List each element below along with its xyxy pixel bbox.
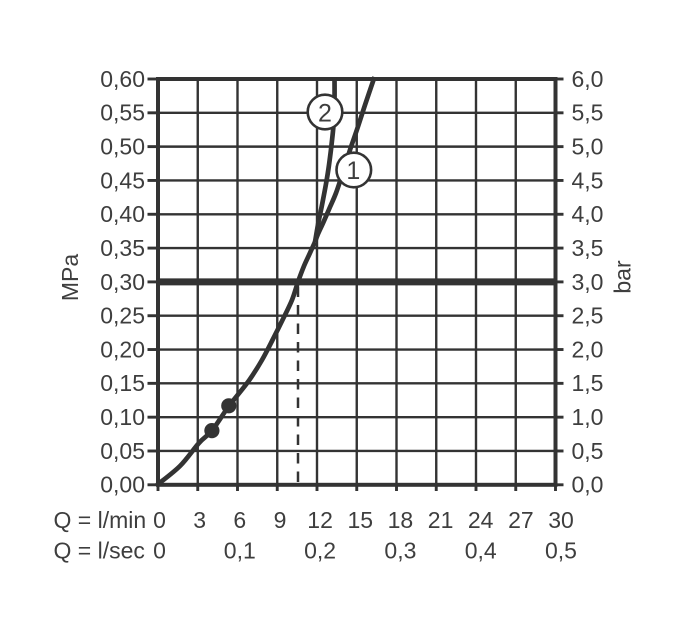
svg-text:3,0: 3,0 — [572, 269, 604, 295]
svg-text:0,05: 0,05 — [100, 438, 145, 464]
svg-text:1,5: 1,5 — [572, 370, 604, 396]
svg-text:0,00: 0,00 — [100, 472, 145, 498]
svg-text:0,2: 0,2 — [304, 538, 336, 564]
svg-text:5,0: 5,0 — [572, 134, 604, 160]
svg-text:21: 21 — [428, 507, 454, 533]
svg-text:0,0: 0,0 — [572, 472, 604, 498]
svg-text:3,5: 3,5 — [572, 235, 604, 261]
svg-text:27: 27 — [508, 507, 534, 533]
svg-text:0,5: 0,5 — [572, 438, 604, 464]
svg-text:24: 24 — [468, 507, 494, 533]
svg-text:MPa: MPa — [57, 254, 83, 302]
svg-text:18: 18 — [388, 507, 414, 533]
svg-text:15: 15 — [348, 507, 374, 533]
svg-text:0,50: 0,50 — [100, 134, 145, 160]
svg-text:0,3: 0,3 — [384, 538, 416, 564]
svg-text:5,5: 5,5 — [572, 100, 604, 126]
svg-text:2: 2 — [318, 99, 332, 127]
svg-text:0,25: 0,25 — [100, 303, 145, 329]
svg-text:0,30: 0,30 — [100, 269, 145, 295]
svg-text:0,45: 0,45 — [100, 167, 145, 193]
svg-text:0,55: 0,55 — [100, 100, 145, 126]
svg-text:0,4: 0,4 — [465, 538, 497, 564]
svg-text:30: 30 — [548, 507, 574, 533]
svg-text:1,0: 1,0 — [572, 404, 604, 430]
svg-text:0,40: 0,40 — [100, 201, 145, 227]
svg-text:0,1: 0,1 — [224, 538, 256, 564]
svg-text:0,20: 0,20 — [100, 336, 145, 362]
svg-text:2,0: 2,0 — [572, 336, 604, 362]
svg-text:2,5: 2,5 — [572, 303, 604, 329]
svg-text:bar: bar — [610, 260, 636, 294]
svg-text:4,0: 4,0 — [572, 201, 604, 227]
svg-text:0,60: 0,60 — [100, 66, 145, 92]
svg-text:6: 6 — [233, 507, 246, 533]
svg-text:9: 9 — [274, 507, 287, 533]
svg-text:3: 3 — [193, 507, 206, 533]
svg-text:0,10: 0,10 — [100, 404, 145, 430]
svg-text:0: 0 — [153, 507, 166, 533]
svg-text:0: 0 — [153, 538, 166, 564]
svg-text:4,5: 4,5 — [572, 167, 604, 193]
svg-text:Q = l/min: Q = l/min — [54, 507, 147, 533]
svg-text:6,0: 6,0 — [572, 66, 604, 92]
svg-text:0,15: 0,15 — [100, 370, 145, 396]
svg-text:1: 1 — [346, 157, 360, 185]
svg-text:Q = l/sec: Q = l/sec — [54, 538, 145, 564]
svg-text:0,35: 0,35 — [100, 235, 145, 261]
svg-text:0,5: 0,5 — [545, 538, 577, 564]
svg-text:12: 12 — [307, 507, 333, 533]
